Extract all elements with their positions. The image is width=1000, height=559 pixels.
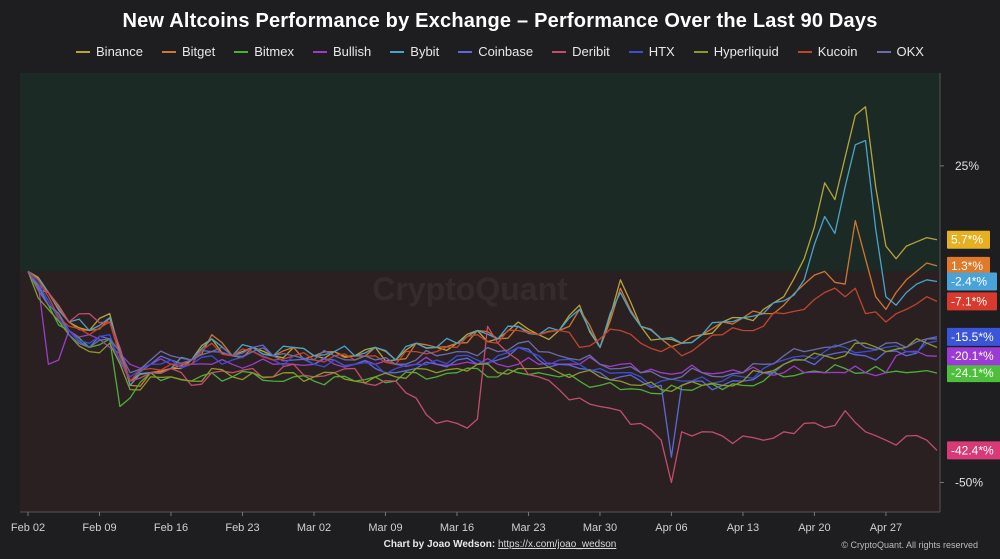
end-label-bullish: -20.1*% (951, 349, 994, 363)
legend-label: Bullish (332, 44, 372, 59)
end-label-bybit: -2.4*% (951, 275, 987, 289)
legend-swatch (628, 50, 643, 53)
end-label-box-bybit (947, 272, 997, 291)
legend-item-hyperliquid[interactable]: Hyperliquid (693, 44, 779, 59)
legend-label: Deribit (572, 44, 610, 59)
legend-swatch (693, 50, 708, 53)
x-tick-label: Feb 02 (11, 522, 45, 534)
series-line-deribit (27, 270, 938, 484)
legend-item-okx[interactable]: OKX (876, 44, 924, 59)
legend-item-bitmex[interactable]: Bitmex (234, 44, 294, 59)
end-label-box-bitget (947, 256, 990, 275)
series-line-hyperliquid (27, 271, 938, 393)
legend-item-bybit[interactable]: Bybit (390, 44, 439, 59)
legend-item-htx[interactable]: HTX (628, 44, 675, 59)
end-label-box-coinbase (947, 327, 1000, 346)
footer-credit: Chart by Joao Wedson: https://x.com/joao… (0, 539, 1000, 550)
series-lines (27, 106, 938, 484)
x-axis: Feb 02 Feb 09 Feb 16 Feb 23 Mar 02 Mar 09 Mar … (11, 512, 902, 534)
x-tick-label: Mar 30 (583, 522, 617, 534)
end-labels: 5.7*% 1.3*% -24.1*% -20.1*% -2.4*% -15.5*% -42… (947, 230, 1000, 460)
x-tick-label: Feb 23 (225, 522, 259, 534)
x-tick-label: Apr 13 (727, 522, 759, 534)
end-label-deribit: -42.4*% (951, 443, 994, 457)
legend-label: OKX (896, 44, 924, 59)
legend-item-kucoin[interactable]: Kucoin (797, 44, 858, 59)
x-tick-label: Apr 27 (870, 522, 902, 534)
legend-swatch (876, 50, 891, 53)
series-line-htx (27, 270, 938, 387)
legend-swatch (162, 50, 176, 53)
legend-label: Bybit (410, 44, 440, 59)
legend-swatch (390, 50, 405, 53)
legend-item-binance[interactable]: Binance (76, 44, 143, 59)
series-line-okx (27, 271, 937, 381)
legend-swatch (312, 50, 327, 53)
end-label-bitget: 1.3*% (951, 259, 983, 273)
positive-band (20, 73, 940, 272)
end-label-coinbase: -15.5*% (951, 330, 994, 344)
legend-label: Coinbase (478, 44, 534, 59)
legend-swatch (797, 50, 812, 53)
y-tick-label: -50% (955, 475, 983, 489)
legend: Binance Bitget Bitmex Bullish Bybit Coinbase D… (0, 44, 1000, 59)
legend-label: Binance (96, 44, 143, 59)
copyright: © CryptoQuant. All rights reserved (841, 540, 978, 550)
legend-item-coinbase[interactable]: Coinbase (458, 44, 533, 59)
y-tick-label: 25% (955, 159, 979, 173)
end-label-box-binance (947, 230, 990, 249)
legend-label: Bitmex (254, 44, 294, 59)
legend-label: Bitget (182, 44, 216, 59)
end-label-box-kucoin (947, 292, 997, 311)
y-axis: 25% -50% (940, 159, 983, 489)
legend-item-bullish[interactable]: Bullish (312, 44, 372, 59)
x-tick-label: Mar 02 (297, 522, 331, 534)
legend-label: Hyperliquid (713, 44, 779, 59)
legend-swatch (234, 50, 249, 53)
legend-label: HTX (648, 44, 675, 59)
x-tick-label: Feb 09 (82, 522, 116, 534)
x-tick-label: Mar 16 (440, 522, 474, 534)
x-tick-label: Mar 09 (368, 522, 402, 534)
credit-label: Chart by Joao Wedson: (383, 539, 496, 550)
legend-swatch (552, 50, 567, 53)
legend-label: Kucoin (817, 44, 858, 59)
legend-swatch (458, 50, 473, 53)
credit-link[interactable]: https://x.com/joao_wedson (497, 539, 617, 550)
x-tick-label: Apr 20 (798, 522, 830, 534)
x-tick-label: Feb 16 (154, 522, 188, 534)
end-label-bitmex: -24.1*% (951, 366, 994, 380)
legend-item-deribit[interactable]: Deribit (552, 44, 610, 59)
end-label-box-bitmex (947, 364, 1000, 383)
chart-title: New Altcoins Performance by Exchange – P… (122, 10, 878, 32)
end-label-kucoin: -7.1*% (951, 294, 987, 308)
end-label-binance: 5.7*% (951, 233, 983, 247)
watermark: CryptoQuant (372, 271, 568, 307)
end-label-box-bullish (947, 347, 1000, 366)
legend-item-bitget[interactable]: Bitget (162, 44, 215, 59)
end-label-box-deribit (947, 441, 1000, 460)
legend-swatch (76, 50, 91, 53)
series-line-binance (27, 106, 938, 382)
x-tick-label: Mar 23 (511, 522, 545, 534)
series-line-bybit (27, 139, 938, 387)
series-line-kucoin (27, 270, 938, 382)
x-tick-label: Apr 06 (655, 522, 687, 534)
